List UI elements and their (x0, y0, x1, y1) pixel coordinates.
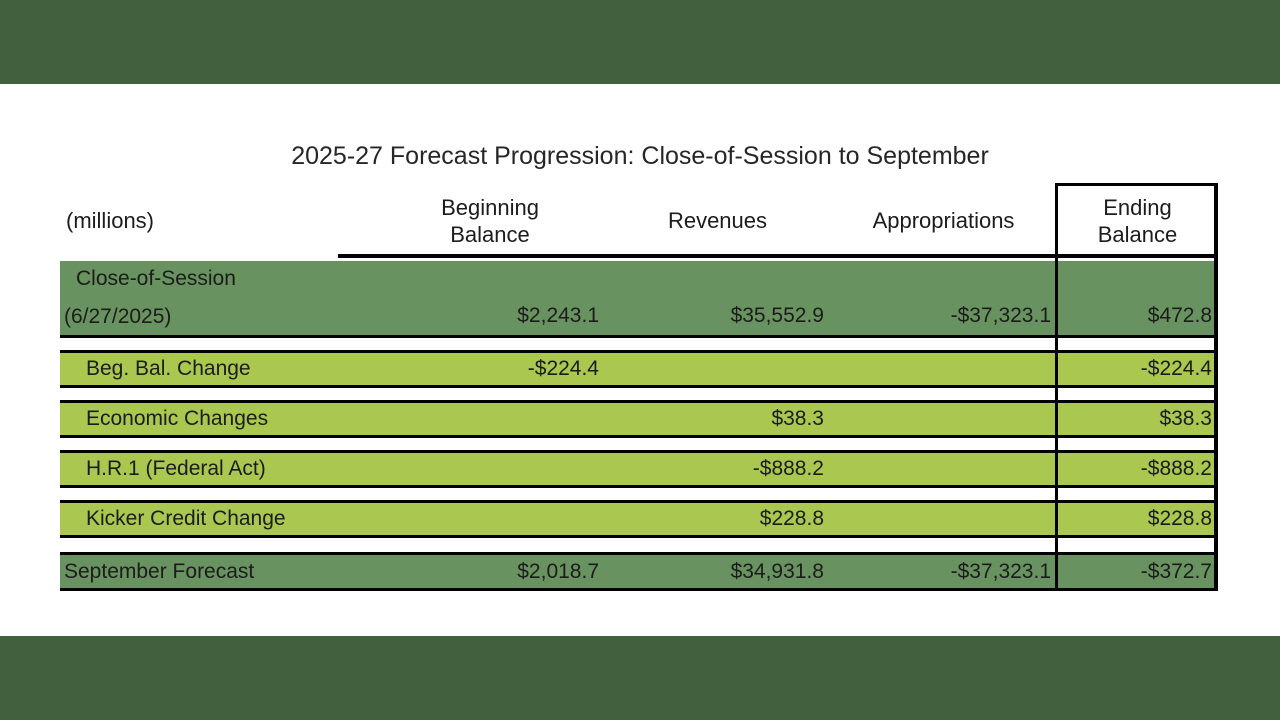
revenues-value: $228.8 (759, 507, 824, 530)
ending-balance-value: -$888.2 (1140, 457, 1212, 480)
header-beginning-balance: Beginning Balance (441, 194, 539, 248)
beginning-balance-value (375, 503, 605, 535)
revenues-value: -$888.2 (752, 457, 824, 480)
table-row-september-forecast: September Forecast $2,018.7 $34,931.8 -$… (60, 552, 1218, 591)
ending-balance-value: $38.3 (1159, 407, 1212, 430)
table-row-hr1-federal-act: H.R.1 (Federal Act) -$888.2 -$888.2 (60, 450, 1218, 488)
beginning-balance-value: -$224.4 (527, 357, 599, 380)
appropriations-value (830, 503, 1057, 535)
ending-balance-value: $472.8 (1147, 304, 1212, 327)
row-label-line2: (6/27/2025) (64, 304, 172, 328)
appropriations-value: -$37,323.1 (950, 559, 1051, 583)
beginning-balance-value (375, 453, 605, 485)
appropriations-value (830, 353, 1057, 385)
table-row-kicker-credit-change: Kicker Credit Change $228.8 $228.8 (60, 500, 1218, 538)
row-label: September Forecast (64, 559, 255, 583)
row-label: Close-of-Session (6/27/2025) (60, 261, 375, 335)
table-header-row: (millions) Beginning Balance Revenues Ap… (60, 185, 1218, 257)
ending-balance-value: -$224.4 (1140, 357, 1212, 380)
row-label: Economic Changes (86, 407, 269, 430)
table-row-economic-changes: Economic Changes $38.3 $38.3 (60, 400, 1218, 438)
beginning-balance-value (375, 403, 605, 435)
header-ending-balance: Ending Balance (1097, 194, 1178, 248)
beginning-balance-value: $2,243.1 (517, 304, 599, 327)
page-title: 2025-27 Forecast Progression: Close-of-S… (291, 142, 989, 170)
appropriations-value (830, 453, 1057, 485)
row-label-line1: Close-of-Session (76, 267, 236, 290)
table-row-beg-bal-change: Beg. Bal. Change -$224.4 -$224.4 (60, 350, 1218, 388)
header-appropriations: Appropriations (872, 208, 1015, 234)
revenues-value: $34,931.8 (730, 559, 824, 583)
top-band (0, 0, 1280, 84)
ending-balance-value: -$372.7 (1140, 559, 1212, 583)
revenues-value: $38.3 (771, 407, 824, 430)
row-label: Kicker Credit Change (86, 507, 286, 530)
revenues-value: $35,552.9 (730, 304, 824, 327)
beginning-balance-value: $2,018.7 (517, 559, 599, 583)
appropriations-value (830, 403, 1057, 435)
ending-balance-value: $228.8 (1147, 507, 1212, 530)
bottom-band (0, 636, 1280, 720)
header-revenues: Revenues (667, 208, 768, 234)
header-millions: (millions) (66, 208, 154, 234)
row-label: Beg. Bal. Change (86, 357, 251, 380)
header-underline (338, 254, 1218, 258)
table-row-close-of-session: Close-of-Session (6/27/2025) $2,243.1 $3… (60, 261, 1218, 338)
revenues-value (605, 353, 830, 385)
appropriations-value: -$37,323.1 (950, 304, 1051, 327)
row-label: H.R.1 (Federal Act) (86, 457, 266, 480)
